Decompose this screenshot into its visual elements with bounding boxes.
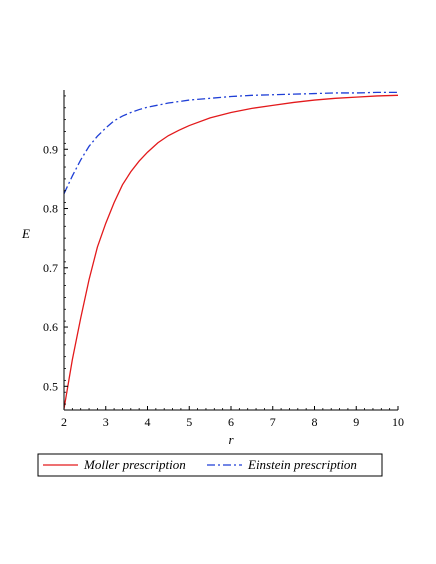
series-line-einstein [63, 91, 398, 194]
x-axis-label: r [228, 432, 234, 447]
x-tick-label: 6 [228, 415, 234, 429]
x-tick-label: 7 [270, 415, 276, 429]
x-tick-label: 9 [353, 415, 359, 429]
y-axis-label: E [21, 226, 30, 241]
y-tick-label: 0.7 [43, 261, 58, 275]
x-tick-label: 3 [103, 415, 109, 429]
x-tick-label: 8 [312, 415, 318, 429]
y-tick-label: 0.8 [43, 202, 58, 216]
legend-label-moller: Moller prescription [83, 457, 186, 472]
series-line-moller [63, 94, 399, 409]
x-tick-label: 10 [392, 415, 404, 429]
x-tick-label: 5 [186, 415, 192, 429]
legend: Moller prescription Einstein prescriptio… [37, 453, 383, 477]
y-tick-label: 0.6 [43, 320, 58, 334]
plot-lines [63, 91, 399, 409]
y-tick-label: 0.5 [43, 379, 58, 393]
ticks: 2 3 4 5 6 7 8 9 10 0.5 0.6 0.7 0.8 0.9 [43, 95, 404, 429]
x-tick-label: 4 [145, 415, 151, 429]
y-tick-label: 0.9 [43, 142, 58, 156]
axes [63, 90, 398, 411]
legend-label-einstein: Einstein prescription [247, 457, 357, 472]
x-tick-label: 2 [61, 415, 67, 429]
